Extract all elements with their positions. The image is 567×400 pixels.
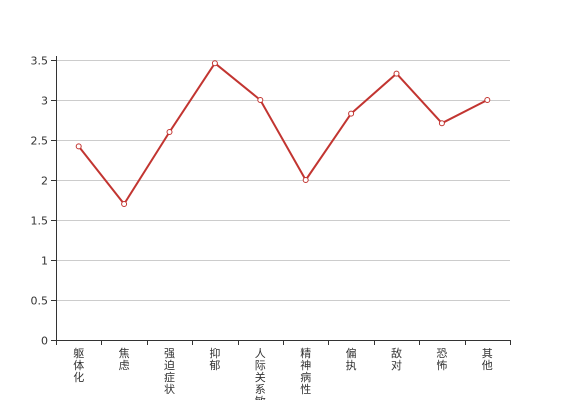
data-point[interactable] [121, 201, 128, 207]
y-tick-labels: 0 0.5 1 1.5 2 2.5 3 3.5 [31, 55, 49, 348]
y-tick-label: 1 [41, 255, 48, 268]
y-tick-label: 0.5 [31, 295, 49, 308]
series-line [77, 62, 488, 205]
y-tick-label: 0 [41, 335, 48, 348]
x-tick-label: 抑郁 [209, 346, 220, 372]
data-point[interactable] [393, 70, 400, 77]
x-tick-label: 敌对 [391, 346, 402, 372]
data-point[interactable] [166, 129, 173, 135]
x-tick-label: 其他 [482, 347, 493, 372]
data-point[interactable] [257, 97, 264, 103]
data-point[interactable] [348, 110, 355, 117]
x-tick-labels: 躯体化 焦虑 强迫症状 抑郁 人际关系敏感 精神病性 偏执 敌对 恐怖 其他 [73, 346, 493, 400]
y-tick-label: 2 [41, 175, 48, 188]
data-point[interactable] [438, 120, 445, 127]
series-layer [77, 62, 488, 205]
x-tick-label: 人际关系敏感 [255, 347, 266, 400]
x-tick-label: 偏执 [346, 346, 357, 372]
y-tick-label: 1.5 [31, 215, 49, 228]
data-point[interactable] [75, 143, 82, 150]
x-tick-label: 焦虑 [119, 347, 130, 372]
axes [51, 56, 511, 345]
data-points [75, 60, 491, 207]
y-tick-label: 3.5 [31, 55, 49, 68]
data-point[interactable] [302, 177, 309, 183]
data-point[interactable] [211, 60, 218, 67]
grid-lines [56, 60, 510, 301]
x-tick-label: 恐怖 [436, 347, 447, 372]
y-tick-label: 2.5 [31, 135, 49, 148]
data-point[interactable] [484, 97, 491, 103]
x-tick-label: 精神病性 [300, 347, 311, 396]
y-tick-label: 3 [41, 95, 48, 108]
x-tick-label: 强迫症状 [164, 347, 175, 396]
x-tick-label: 躯体化 [73, 347, 84, 384]
